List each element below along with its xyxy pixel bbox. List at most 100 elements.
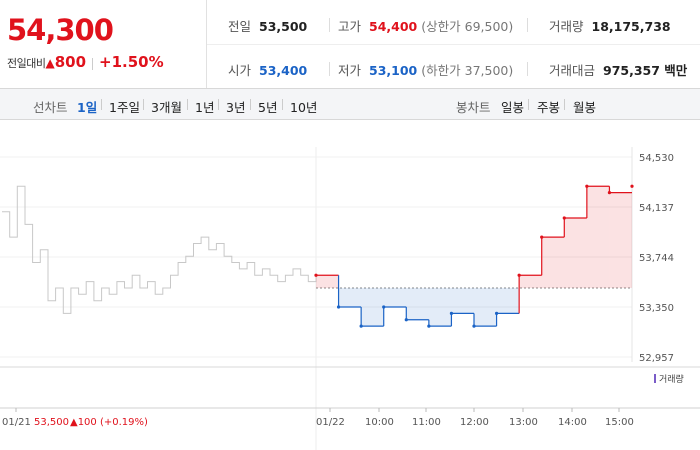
area-fill (316, 275, 339, 288)
price-point (336, 305, 341, 309)
divider (564, 99, 565, 110)
price-point (404, 318, 408, 322)
prev-close: 전일 53,500 (228, 16, 307, 35)
open-price: 시가 53,400 (228, 60, 307, 79)
divider (282, 99, 283, 110)
x-tick-label: 01/22 (316, 417, 345, 428)
price-point (517, 273, 521, 277)
price-point (540, 235, 544, 239)
change-label: 전일대비 (7, 57, 46, 70)
period-toolbar: 선차트 1일 1주일 3개월 1년 3년 5년 10년 봉차트 일봉 주봉 월봉 (0, 89, 700, 120)
prev-close-value: 53,500 (259, 19, 308, 34)
price-point (359, 324, 363, 328)
x-tick-label: 12:00 (460, 417, 489, 428)
price-point (449, 311, 454, 315)
low-value: 53,100 (369, 63, 418, 78)
area-fill (383, 287, 407, 308)
x-tick-label: 15:00 (605, 417, 634, 428)
low-label: 저가 (338, 63, 362, 78)
divider (187, 99, 188, 110)
candle-option-daily[interactable]: 일봉 (501, 100, 525, 115)
change-percent: +1.50% (99, 53, 164, 71)
lower-limit: (하한가 37,500) (421, 63, 514, 78)
trade-amount: 거래대금 975,357 백만 (549, 60, 687, 79)
area-fill (361, 287, 384, 327)
area-fill (474, 287, 497, 327)
area-fill (338, 287, 362, 308)
y-tick-label: 52,957 (639, 353, 674, 364)
area-fill (451, 287, 474, 314)
divider (101, 99, 102, 110)
y-axis: 54,530 54,137 53,744 53,350 52,957 (639, 153, 674, 364)
y-tick-label: 54,530 (639, 153, 674, 164)
period-option-10y[interactable]: 10년 (290, 100, 318, 115)
low-price: 저가 53,100 (하한가 37,500) (338, 60, 513, 79)
change-amount: 800 (54, 53, 87, 71)
trade-amount-value: 975,357 백만 (603, 63, 688, 78)
period-option-1y[interactable]: 1년 (195, 100, 215, 115)
open-label: 시가 (228, 63, 252, 78)
x-tick-label: 01/21 (2, 417, 31, 428)
quote-summary: 54,300 전일대비▲800 +1.50% 전일 53,500 고가 54,400(… (0, 0, 700, 89)
area-fill (406, 287, 429, 320)
upper-limit: (상한가 69,500) (421, 19, 514, 34)
price-point (472, 324, 476, 328)
price-point (314, 273, 318, 277)
divider (250, 99, 251, 110)
y-tick-label: 53,350 (639, 303, 674, 314)
price-change: 전일대비▲800 +1.50% (7, 53, 164, 71)
period-option-5y[interactable]: 5년 (258, 100, 278, 115)
volume-panel: 거래량 (0, 366, 700, 409)
area-fill (428, 287, 452, 327)
prev-day-change: ▲100 (+0.19%) (70, 417, 148, 428)
divider (527, 62, 528, 76)
candle-option-monthly[interactable]: 월봉 (573, 100, 597, 115)
today-series (314, 184, 634, 328)
up-triangle-icon: ▲ (45, 56, 55, 70)
prev-day-line (2, 185, 317, 314)
x-tick-label: 10:00 (365, 417, 394, 428)
divider (207, 44, 700, 45)
high-value: 54,400 (369, 19, 418, 34)
candle-chart-label: 봉차트 (456, 100, 491, 115)
volume-value: 18,175,738 (591, 19, 671, 34)
x-tick-label: 11:00 (412, 417, 441, 428)
area-fill (586, 186, 610, 288)
divider (329, 18, 330, 32)
x-axis: 01/21 01/22 10:00 11:00 12:00 13:00 14:00 15:00… (2, 408, 634, 428)
price-point (630, 184, 634, 188)
open-value: 53,400 (259, 63, 308, 78)
volume-label: 거래량 (549, 19, 584, 34)
candle-option-weekly[interactable]: 주봉 (537, 100, 561, 115)
area-fill (541, 237, 565, 288)
area-fill (564, 218, 587, 288)
prev-day-close: 53,500 (34, 417, 69, 428)
high-price: 고가 54,400 (상한가 69,500) (338, 16, 513, 35)
intraday-chart: 54,530 54,137 53,744 53,350 52,957 거래량 01/21… (0, 120, 700, 450)
period-option-1w[interactable]: 1주일 (109, 100, 140, 115)
price-point (607, 191, 612, 195)
period-option-1d[interactable]: 1일 (77, 100, 98, 115)
area-fill (519, 275, 542, 288)
line-chart-label: 선차트 (33, 100, 68, 115)
period-option-3m[interactable]: 3개월 (151, 100, 182, 115)
trade-amount-label: 거래대금 (549, 63, 596, 78)
area-fill (496, 287, 520, 314)
volume-legend-swatch (654, 374, 656, 383)
divider (143, 99, 144, 110)
volume-legend: 거래량 (659, 373, 684, 385)
divider (92, 57, 94, 70)
divider (218, 99, 219, 110)
current-price: 54,300 (7, 13, 114, 47)
volume: 거래량 18,175,738 (549, 16, 671, 35)
period-option-3y[interactable]: 3년 (226, 100, 246, 115)
divider (527, 18, 528, 32)
price-point (585, 184, 589, 188)
prev-day-series (2, 185, 317, 314)
price-point (494, 311, 499, 315)
area-fill (609, 192, 632, 288)
divider (528, 99, 529, 110)
x-tick-label: 13:00 (509, 417, 538, 428)
price-box: 54,300 전일대비▲800 +1.50% (0, 0, 207, 88)
grid (0, 147, 633, 450)
